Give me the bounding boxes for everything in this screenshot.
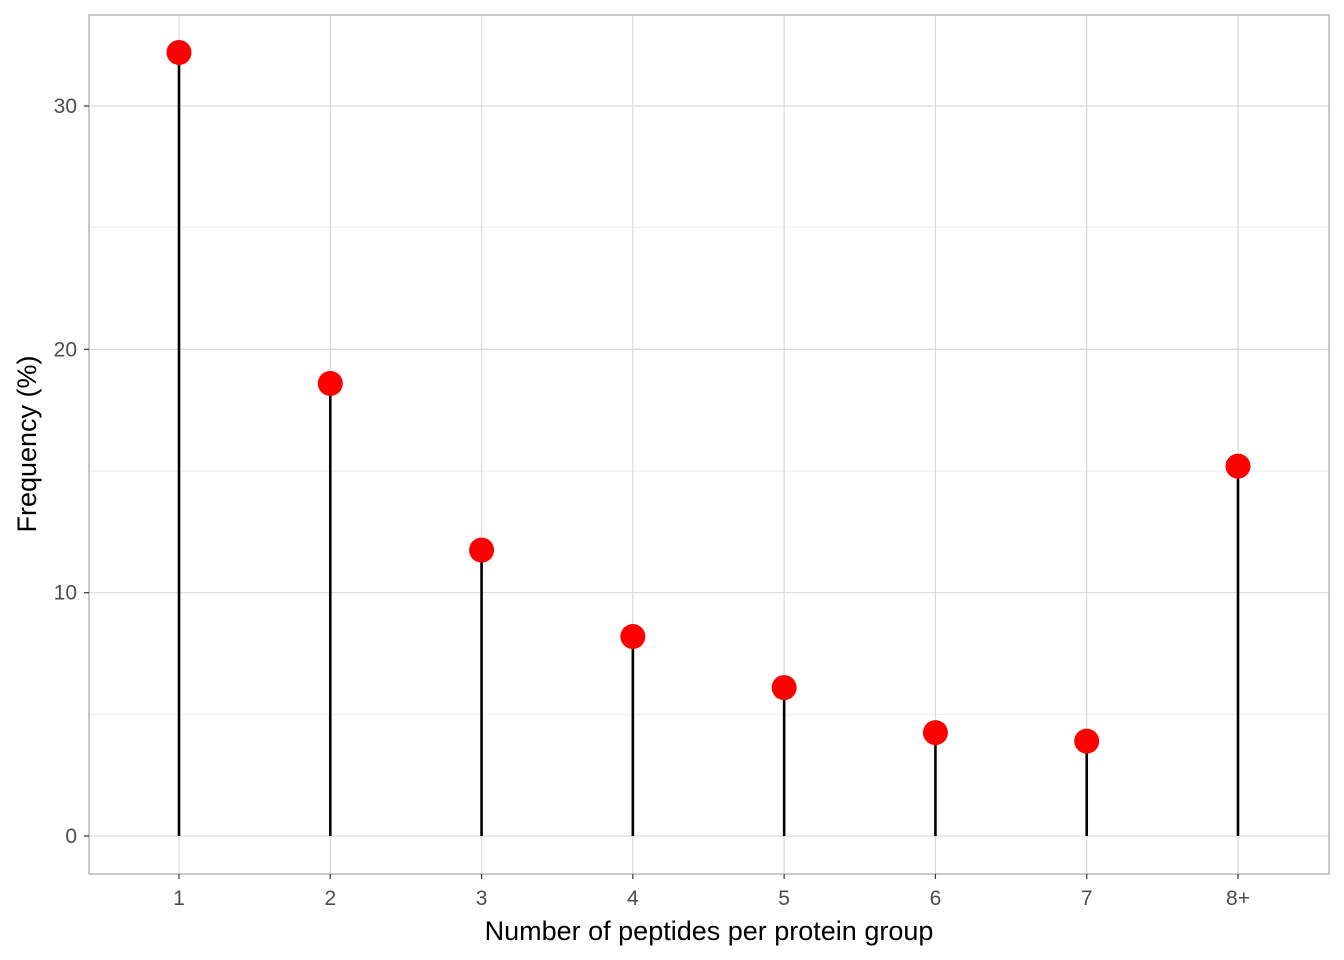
point-5	[771, 675, 797, 701]
y-tick-label: 0	[65, 825, 77, 848]
marks	[166, 39, 1251, 837]
x-tick-label: 5	[778, 887, 790, 910]
x-tick-label: 1	[173, 887, 185, 910]
y-axis-label: Frequency (%)	[12, 355, 42, 532]
x-axis-ticks: 1 2 3 4 5 6 7 8+	[173, 874, 1250, 910]
y-tick-label: 20	[54, 338, 77, 361]
grid	[89, 15, 1329, 874]
point-1	[166, 39, 192, 65]
y-tick-label: 10	[54, 582, 77, 605]
x-tick-label: 6	[930, 887, 942, 910]
point-4	[620, 623, 646, 649]
point-7	[1074, 728, 1100, 754]
y-tick-label: 30	[54, 95, 77, 118]
x-axis-label: Number of peptides per protein group	[485, 916, 934, 946]
y-axis-ticks: 0 10 20 30	[54, 95, 89, 848]
x-tick-label: 2	[324, 887, 336, 910]
x-tick-label: 7	[1081, 887, 1093, 910]
panel-border	[88, 14, 1330, 875]
point-2	[317, 370, 343, 396]
point-8+	[1225, 453, 1251, 479]
x-tick-label: 4	[627, 887, 639, 910]
point-6	[922, 720, 948, 746]
x-tick-label: 3	[476, 887, 488, 910]
point-3	[469, 537, 495, 563]
x-tick-label: 8+	[1226, 887, 1250, 910]
